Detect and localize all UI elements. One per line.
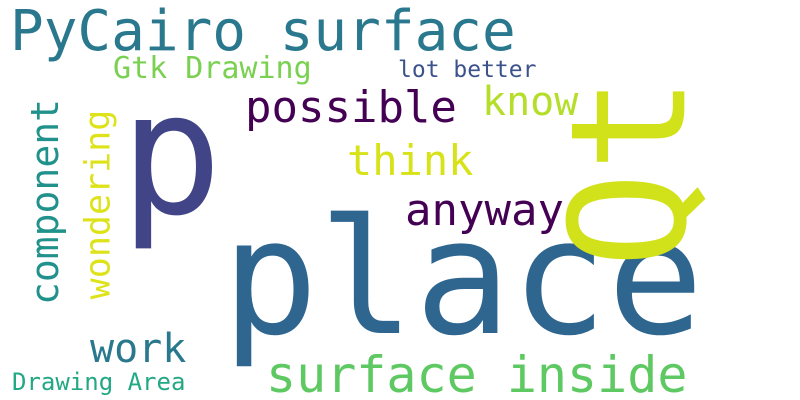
word-p: p [120, 56, 223, 254]
word-drawing-area: Drawing Area [12, 368, 186, 396]
word-anyway: anyway [405, 185, 564, 236]
word-place: place [222, 184, 704, 371]
word-pycairo-surface: PyCairo surface [10, 0, 516, 64]
word-lot-better: lot better [398, 57, 537, 83]
word-work: work [90, 326, 187, 372]
word-think: think [347, 136, 474, 185]
word-component: component [22, 99, 67, 305]
word-possible: possible [245, 82, 457, 133]
word-surface-inside: surface inside [266, 346, 688, 400]
word-wondering: wondering [78, 109, 119, 300]
word-gtk-drawing: Gtk Drawing [113, 51, 312, 86]
word-know: know [482, 79, 579, 125]
